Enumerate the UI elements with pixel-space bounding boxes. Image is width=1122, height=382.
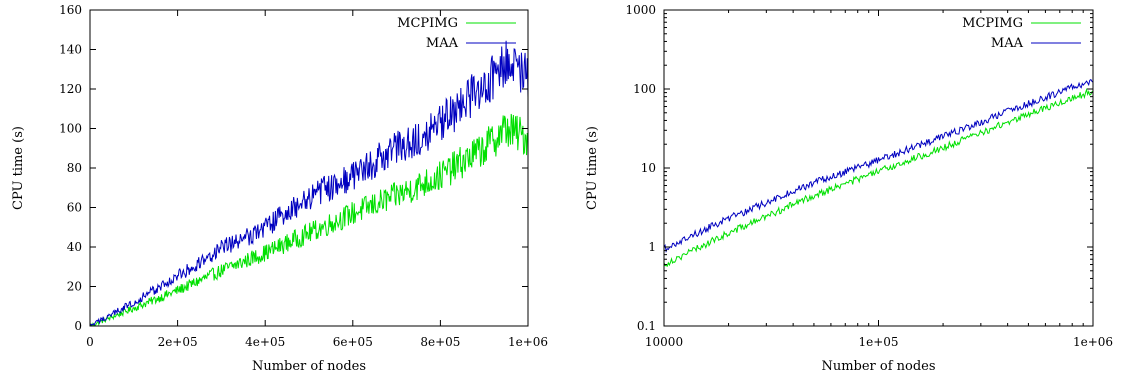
x-tick-label: 1e+06 <box>1073 335 1113 349</box>
y-tick-label: 1 <box>648 240 656 254</box>
y-tick-label: 100 <box>59 122 82 136</box>
y-tick-label: 140 <box>59 43 82 57</box>
y-tick-label: 100 <box>633 82 656 96</box>
legend-label-maa: MAA <box>991 36 1024 51</box>
y-tick-label: 160 <box>59 3 82 17</box>
y-tick-label: 40 <box>67 240 82 254</box>
y-tick-label: 0 <box>74 319 82 333</box>
y-tick-label: 60 <box>67 201 82 215</box>
x-tick-label: 0 <box>86 335 94 349</box>
legend-label-mcpimg: MCPIMG <box>397 16 458 31</box>
y-tick-label: 0.1 <box>637 319 656 333</box>
chart-linear: 0 2e+05 4e+05 6e+05 8e+05 1e+06 0 20 40 60 80 100 12… <box>11 3 548 374</box>
y-axis-label: CPU time (s) <box>585 126 600 210</box>
series-line-mcpimg <box>664 87 1093 267</box>
plot-frame <box>663 9 1094 327</box>
series-line-mcpimg <box>90 113 528 326</box>
y-tick-label: 10 <box>641 161 656 175</box>
legend: MCPIMG MAA <box>962 16 1081 51</box>
x-tick-label: 1e+06 <box>508 335 548 349</box>
y-tick-label: 1000 <box>625 3 656 17</box>
legend-label-mcpimg: MCPIMG <box>962 16 1023 31</box>
x-tick-label: 10000 <box>645 335 683 349</box>
x-axis-label: Number of nodes <box>821 359 935 374</box>
y-tick-label: 120 <box>59 82 82 96</box>
series-line-maa <box>664 78 1093 253</box>
chart-log: 10000 1e+05 1e+06 0.1 1 10 100 1000 Number of no… <box>585 3 1113 374</box>
x-tick-label: 4e+05 <box>245 335 285 349</box>
x-tick-label: 6e+05 <box>333 335 373 349</box>
plot-area <box>664 78 1093 267</box>
legend-label-maa: MAA <box>426 36 459 51</box>
y-axis-label: CPU time (s) <box>11 126 26 210</box>
y-tick-label: 20 <box>67 280 82 294</box>
x-tick-label: 8e+05 <box>420 335 460 349</box>
x-tick-label: 2e+05 <box>158 335 198 349</box>
legend: MCPIMG MAA <box>397 16 516 51</box>
series-line-maa <box>90 40 528 326</box>
x-axis-label: Number of nodes <box>252 359 366 374</box>
y-tick-label: 80 <box>67 161 82 175</box>
x-tick-label: 1e+05 <box>858 335 898 349</box>
plot-area <box>90 40 528 326</box>
